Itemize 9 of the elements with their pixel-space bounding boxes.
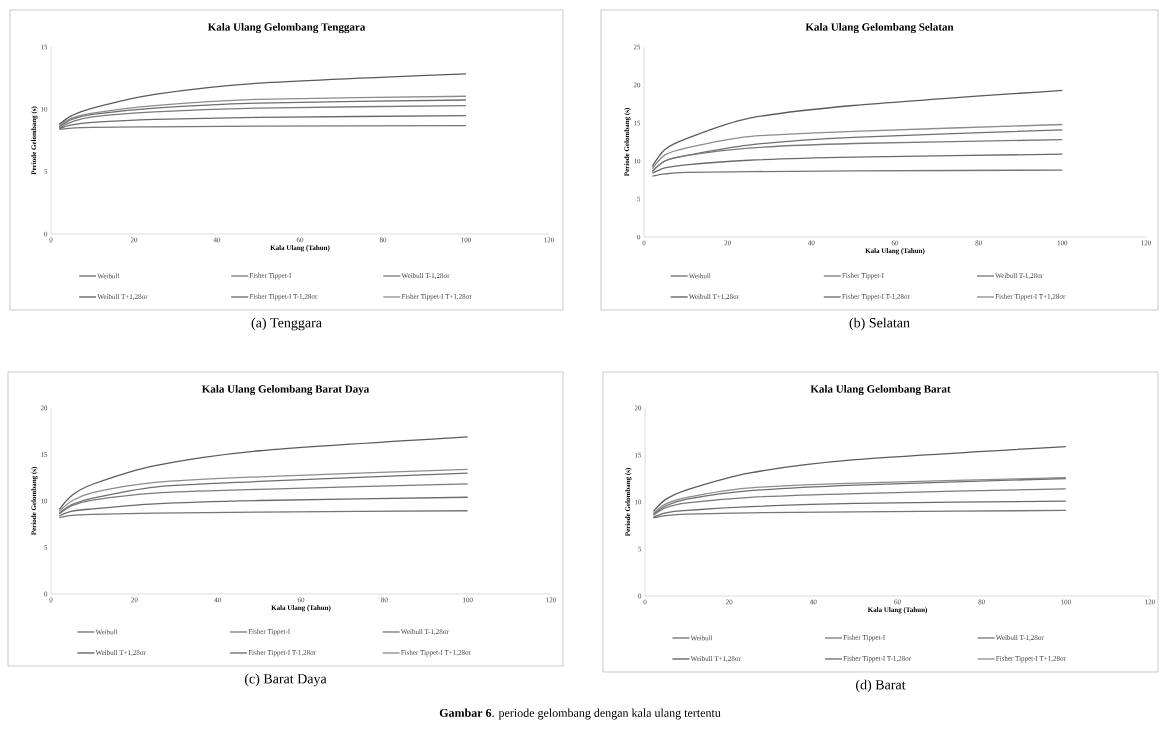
chart-title: Kala Ulang Gelombang Barat Daya (201, 384, 370, 396)
text: Gambar 6. periode gelombang dengan kala ulang tertentu (439, 708, 721, 720)
text: (c) Barat Daya (244, 673, 327, 687)
text: (d) Barat (856, 679, 906, 693)
text: (b) Selatan (849, 317, 910, 331)
chart-title: Kala Ulang Gelombang Barat (810, 384, 951, 396)
chart-title: Kala Ulang Gelombang Tenggara (207, 22, 366, 34)
chart-title: Kala Ulang Gelombang Selatan (805, 22, 954, 34)
text: (a) Tenggara (251, 317, 322, 331)
